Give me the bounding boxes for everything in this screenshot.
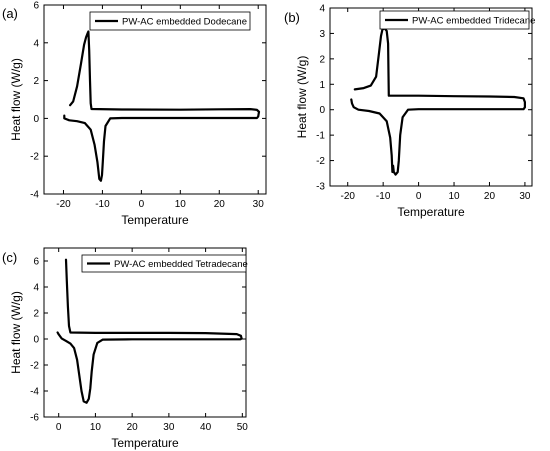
- y-tick-label: -6: [30, 413, 39, 424]
- x-tick-label: 10: [448, 191, 460, 202]
- y-tick-label: 2: [33, 309, 39, 320]
- y-tick-label: 0: [33, 335, 39, 346]
- x-axis-label: Temperature: [121, 213, 189, 227]
- y-tick-label: 4: [319, 4, 325, 15]
- y-axis-label: Heat flow (W/g): [295, 56, 309, 139]
- y-tick-label: 1: [319, 80, 325, 91]
- panel-label: (b): [284, 10, 300, 25]
- legend-box: [379, 10, 530, 30]
- y-tick-label: 0: [33, 114, 39, 125]
- y-tick-label: 6: [33, 1, 39, 12]
- x-tick-label: 40: [200, 422, 212, 433]
- y-tick-label: -4: [30, 387, 39, 398]
- plot-frame: [43, 4, 267, 195]
- x-axis-label: Temperature: [397, 205, 465, 219]
- x-tick-label: -20: [340, 191, 355, 202]
- y-tick-label: -2: [316, 156, 325, 167]
- legend-label: PW-AC embedded Tetradecane: [114, 259, 248, 270]
- series-line: [350, 27, 526, 176]
- panel-label: (a): [2, 6, 18, 21]
- panel-a: (a)-20 -10 0 10 20 30-4-20246TemperatureHeat …: [2, 1, 267, 227]
- x-tick-label: 30: [519, 191, 531, 202]
- y-tick-label: -1: [316, 131, 325, 142]
- y-tick-label: 4: [33, 38, 39, 49]
- y-tick-label: -2: [30, 152, 39, 163]
- x-tick-label: 10: [90, 422, 102, 433]
- y-axis-label: Heat flow (W/g): [9, 58, 23, 141]
- y-tick-label: 6: [33, 257, 39, 268]
- x-tick-label: -10: [95, 199, 110, 210]
- x-tick-label: 10: [175, 199, 187, 210]
- x-tick-label: 20: [214, 199, 226, 210]
- y-tick-label: -2: [30, 361, 39, 372]
- legend-label: PW-AC embedded Tridecane: [412, 16, 535, 27]
- panel-b: (b)-20 -10 0 10 20 30-3-2-101234TemperatureHe…: [284, 4, 535, 220]
- plot-frame: [329, 7, 533, 187]
- y-axis-label: Heat flow (W/g): [9, 291, 23, 374]
- legend-box: [81, 254, 247, 273]
- y-tick-label: -3: [316, 182, 325, 193]
- panel-c: (c) 0 10 20 30 40 50 -6 -4 -2 0 2 4 6 Temperature Heat …: [2, 247, 249, 450]
- x-tick-label: 20: [127, 422, 139, 433]
- x-tick-label: -10: [376, 191, 391, 202]
- y-tick-label: 3: [319, 29, 325, 40]
- x-tick-label: 30: [253, 199, 265, 210]
- series-line: [63, 30, 261, 182]
- x-tick-label: 0: [139, 199, 145, 210]
- y-tick-label: -4: [30, 190, 39, 201]
- plot-frame: [43, 247, 247, 418]
- y-tick-label: 2: [319, 54, 325, 65]
- series-line: [56, 258, 243, 404]
- x-tick-label: -20: [56, 199, 71, 210]
- x-tick-label: 30: [163, 422, 175, 433]
- x-tick-label: 20: [484, 191, 496, 202]
- y-tick-label: 0: [319, 105, 325, 116]
- x-tick-label: 0: [56, 422, 62, 433]
- legend-label: PW-AC embedded Dodecane: [122, 17, 247, 28]
- x-tick-label: 50: [237, 422, 249, 433]
- legend-box: [89, 11, 251, 31]
- x-axis-label: Temperature: [111, 436, 179, 450]
- y-tick-label: 4: [33, 283, 39, 294]
- panel-label: (c): [2, 250, 17, 265]
- x-tick-label: 0: [416, 191, 422, 202]
- y-tick-label: 2: [33, 76, 39, 87]
